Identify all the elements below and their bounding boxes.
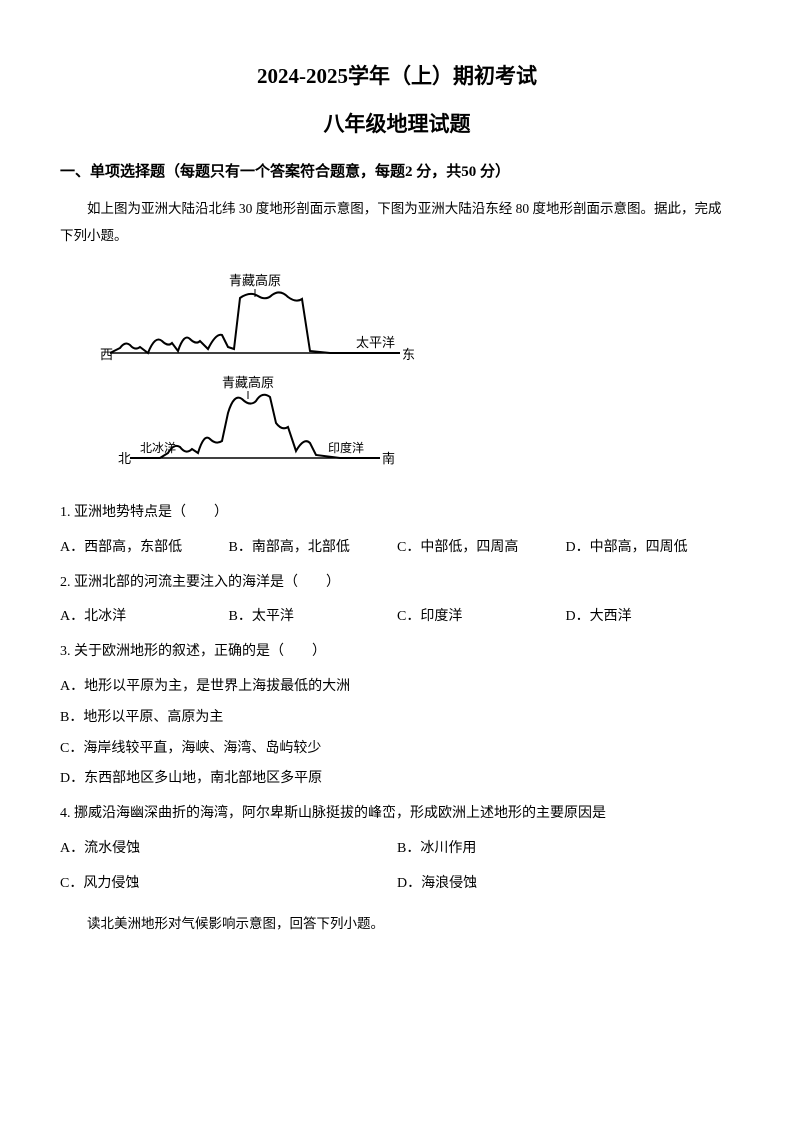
terrain-diagram: 青藏高原 西 太平洋 东 青藏高原 北 北冰洋 印度洋 南 [100,263,734,478]
q2-opt-c[interactable]: C．印度洋 [397,602,566,633]
section-header: 一、单项选择题（每题只有一个答案符合题意，每题2 分，共50 分） [60,160,734,181]
svg-text:东: 东 [402,347,415,362]
intro-text: 如上图为亚洲大陆沿北纬 30 度地形剖面示意图，下图为亚洲大陆沿东经 80 度地… [60,195,734,249]
q3-options: A．地形以平原为主，是世界上海拔最低的大洲 B．地形以平原、高原为主 C．海岸线… [60,672,734,795]
q2-options: A．北冰洋 B．太平洋 C．印度洋 D．大西洋 [60,602,734,633]
q2-opt-d[interactable]: D．大西洋 [566,602,735,633]
svg-text:北: 北 [118,451,131,466]
svg-text:南: 南 [382,451,395,466]
q2-opt-a[interactable]: A．北冰洋 [60,602,229,633]
q4-opt-d[interactable]: D．海浪侵蚀 [397,869,734,900]
q3-stem: 3. 关于欧洲地形的叙述，正确的是（ ） [60,637,734,668]
svg-text:青藏高原: 青藏高原 [229,273,281,288]
q4-options-row2: C．风力侵蚀 D．海浪侵蚀 [60,869,734,900]
footer-note: 读北美洲地形对气候影响示意图，回答下列小题。 [60,910,734,937]
svg-text:北冰洋: 北冰洋 [140,440,176,455]
q4-options-row1: A．流水侵蚀 B．冰川作用 [60,834,734,865]
q3-opt-d[interactable]: D．东西部地区多山地，南北部地区多平原 [60,764,734,795]
q1-opt-a[interactable]: A．西部高，东部低 [60,533,229,564]
svg-text:太平洋: 太平洋 [356,335,395,350]
q1-opt-d[interactable]: D．中部高，四周低 [566,533,735,564]
q1-options: A．西部高，东部低 B．南部高，北部低 C．中部低，四周高 D．中部高，四周低 [60,533,734,564]
q4-opt-b[interactable]: B．冰川作用 [397,834,734,865]
svg-text:青藏高原: 青藏高原 [222,375,274,390]
q3-opt-b[interactable]: B．地形以平原、高原为主 [60,703,734,734]
q1-opt-b[interactable]: B．南部高，北部低 [229,533,398,564]
q2-stem: 2. 亚洲北部的河流主要注入的海洋是（ ） [60,568,734,599]
q1-opt-c[interactable]: C．中部低，四周高 [397,533,566,564]
q2-opt-b[interactable]: B．太平洋 [229,602,398,633]
q1-stem: 1. 亚洲地势特点是（ ） [60,498,734,529]
exam-title-line1: 2024-2025学年（上）期初考试 [60,60,734,90]
q4-stem: 4. 挪威沿海幽深曲折的海湾，阿尔卑斯山脉挺拔的峰峦，形成欧洲上述地形的主要原因… [60,799,734,830]
q3-opt-c[interactable]: C．海岸线较平直，海峡、海湾、岛屿较少 [60,734,734,765]
svg-text:西: 西 [100,347,113,362]
svg-text:印度洋: 印度洋 [328,440,364,455]
q4-opt-c[interactable]: C．风力侵蚀 [60,869,397,900]
q3-opt-a[interactable]: A．地形以平原为主，是世界上海拔最低的大洲 [60,672,734,703]
q4-opt-a[interactable]: A．流水侵蚀 [60,834,397,865]
exam-title-line2: 八年级地理试题 [60,108,734,138]
